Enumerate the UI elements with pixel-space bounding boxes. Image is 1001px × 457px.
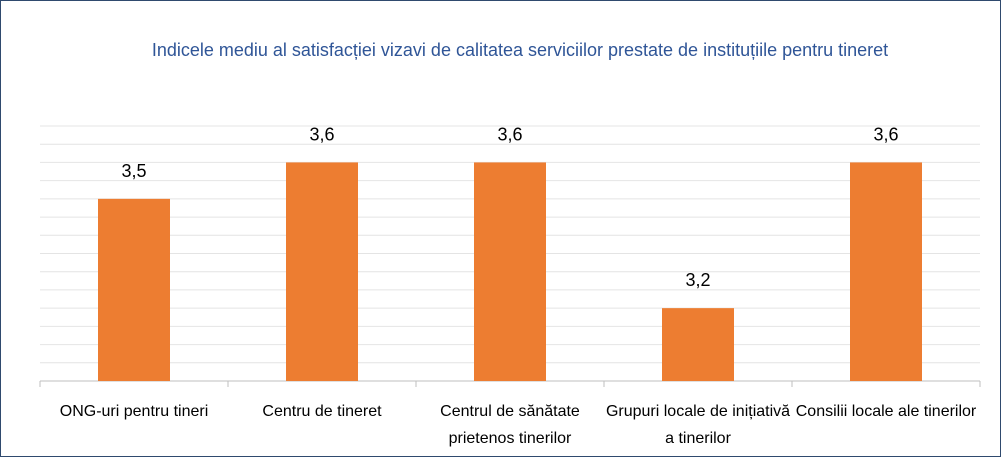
bar — [474, 162, 546, 381]
bar — [662, 308, 734, 381]
x-tick-label: ONG-uri pentru tineri — [59, 403, 209, 420]
bar — [98, 198, 170, 381]
x-tick-label: Consilii locale ale tinerilor — [795, 403, 977, 420]
x-tick-label: Centrul de sănătate prietenos tinerilor — [440, 403, 580, 447]
data-label: 3,6 — [309, 124, 334, 144]
bar — [850, 162, 922, 381]
data-label: 3,2 — [685, 270, 710, 290]
x-tick-label: Grupuri locale de inițiativă a tinerilor — [605, 403, 791, 447]
data-label: 3,5 — [121, 161, 146, 181]
chart-title: Indicele mediu al satisfacției vizavi de… — [151, 40, 889, 60]
bar — [286, 162, 358, 381]
data-label: 3,6 — [497, 124, 522, 144]
x-tick-label: Centru de tineret — [262, 403, 382, 420]
data-label: 3,6 — [873, 124, 898, 144]
